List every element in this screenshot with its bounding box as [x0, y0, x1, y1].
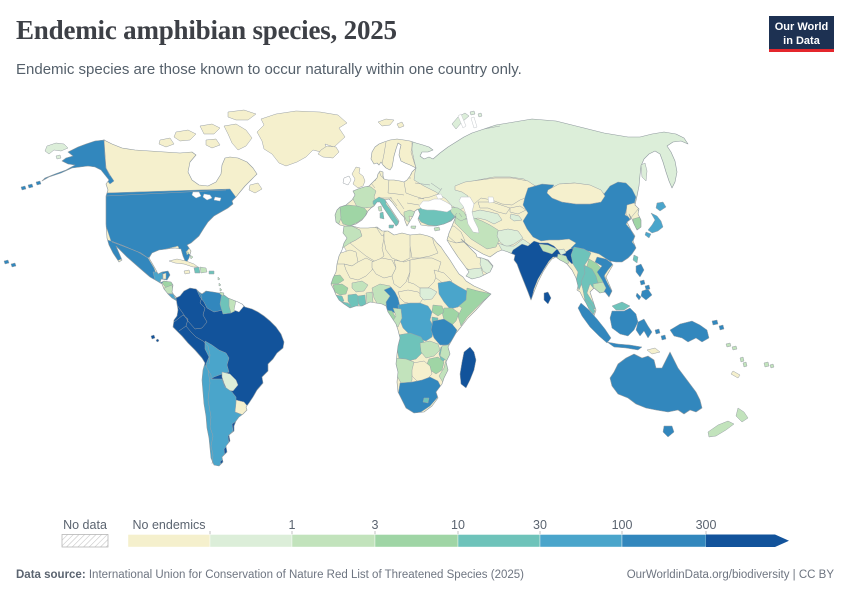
svg-text:300: 300 — [696, 518, 717, 532]
svg-text:No endemics: No endemics — [133, 518, 206, 532]
svg-text:1: 1 — [289, 518, 296, 532]
svg-text:100: 100 — [612, 518, 633, 532]
svg-text:No data: No data — [63, 518, 107, 532]
svg-text:30: 30 — [533, 518, 547, 532]
svg-text:3: 3 — [372, 518, 379, 532]
svg-text:10: 10 — [451, 518, 465, 532]
